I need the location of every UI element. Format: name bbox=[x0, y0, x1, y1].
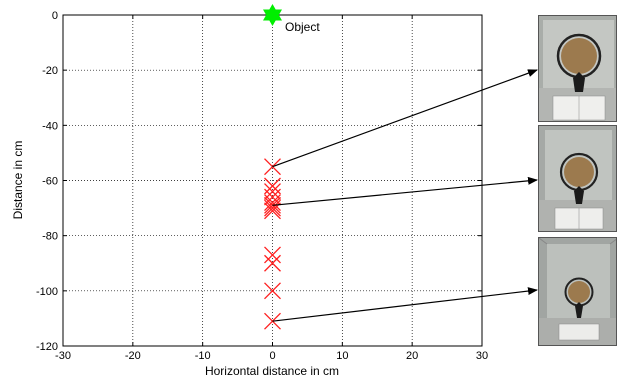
camera-position-marker bbox=[264, 282, 281, 300]
object-star bbox=[263, 9, 282, 26]
globe-photo-icon bbox=[539, 126, 616, 231]
globe-photo-icon bbox=[539, 238, 616, 345]
marker-stroke bbox=[264, 194, 281, 212]
marker-stroke bbox=[264, 246, 281, 264]
camera-position-marker bbox=[264, 202, 281, 220]
camera-position-marker bbox=[264, 194, 281, 212]
link-arrow bbox=[272, 287, 538, 322]
y-tick-label: -20 bbox=[42, 65, 58, 77]
y-tick-label: -80 bbox=[42, 231, 58, 243]
marker-stroke bbox=[264, 254, 281, 272]
y-tick-label: -120 bbox=[36, 341, 58, 353]
photo-3 bbox=[538, 237, 617, 346]
ticks: -30 -20 -10 0 10 20 300-20-40-60-80-100-120 bbox=[36, 10, 488, 362]
grid bbox=[63, 15, 482, 346]
links bbox=[272, 69, 538, 322]
x-tick-label: -30 bbox=[55, 350, 71, 362]
marker-stroke bbox=[264, 202, 281, 220]
x-tick-label: 30 bbox=[476, 350, 488, 362]
x-tick-label: 0 bbox=[269, 350, 275, 362]
y-tick-label: -100 bbox=[36, 286, 58, 298]
object-label: Object bbox=[285, 20, 320, 34]
link-arrow bbox=[272, 176, 538, 206]
marker-stroke bbox=[264, 199, 281, 217]
y-axis-label: Distance in cm bbox=[11, 141, 25, 220]
marks bbox=[263, 4, 282, 330]
photo-1 bbox=[538, 15, 617, 122]
y-tick-label: -40 bbox=[42, 120, 58, 132]
marker-stroke bbox=[264, 282, 281, 300]
x-axis-label: Horizontal distance in cm bbox=[205, 364, 339, 378]
camera-position-marker bbox=[264, 246, 281, 264]
x-tick-label: -10 bbox=[195, 350, 211, 362]
camera-position-marker bbox=[264, 254, 281, 272]
y-tick-label: 0 bbox=[52, 10, 58, 22]
x-tick-label: -20 bbox=[125, 350, 141, 362]
camera-position-marker bbox=[264, 199, 281, 217]
y-tick-label: -60 bbox=[42, 176, 58, 188]
link-arrow bbox=[272, 69, 538, 168]
x-tick-label: 10 bbox=[336, 350, 348, 362]
photo-2 bbox=[538, 125, 617, 232]
x-tick-label: 20 bbox=[406, 350, 418, 362]
globe-photo-icon bbox=[539, 16, 616, 121]
